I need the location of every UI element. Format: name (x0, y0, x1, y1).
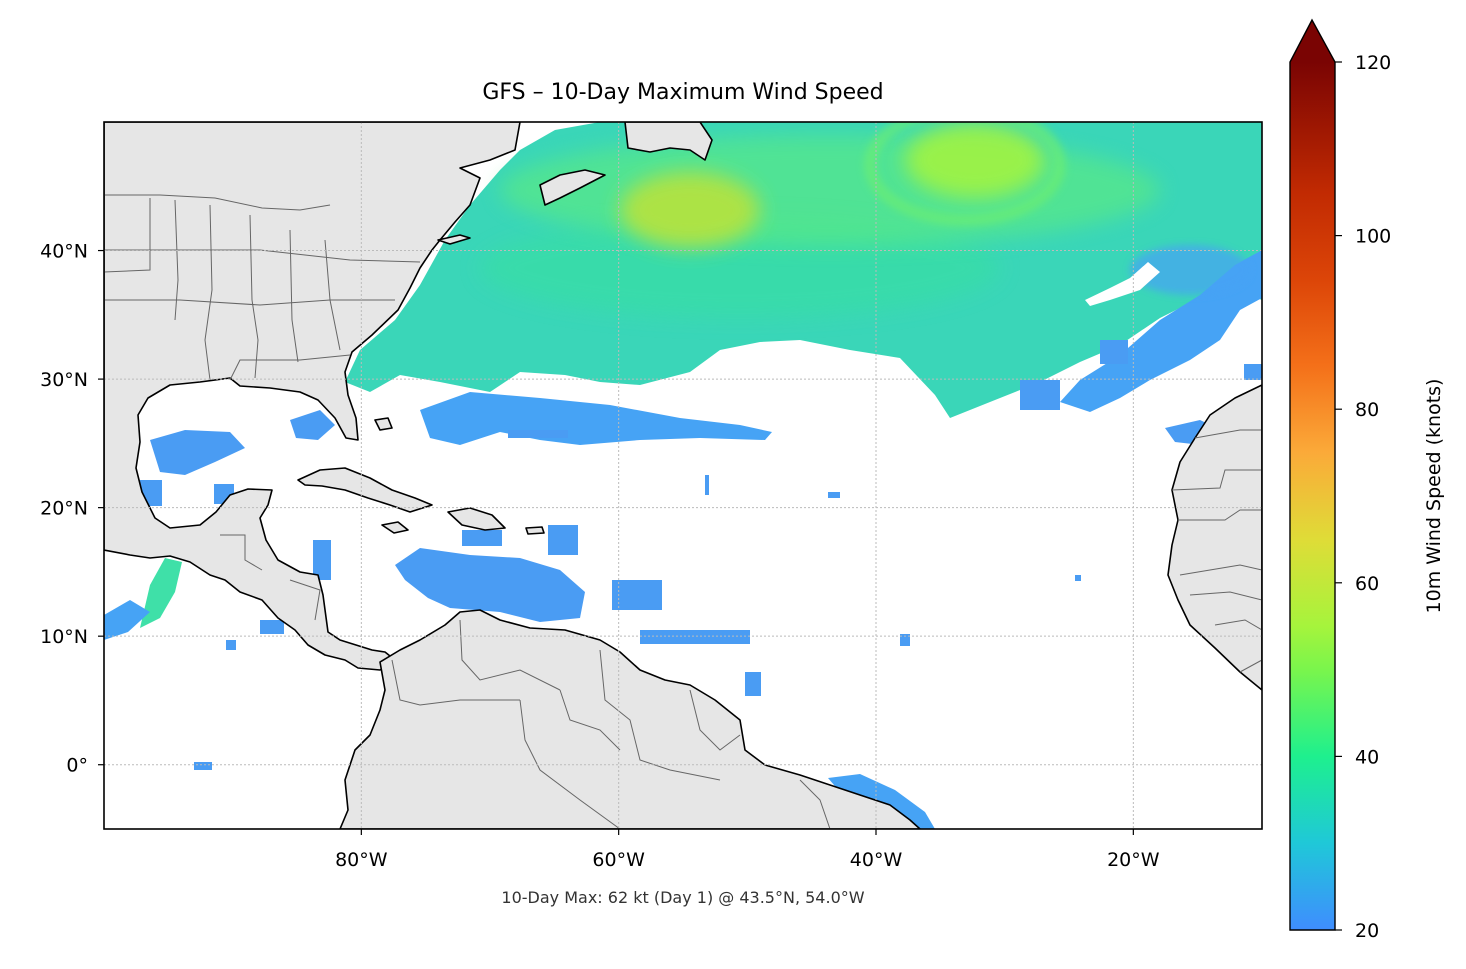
lat-axis: 40°N 30°N 20°N 10°N 0° (40, 241, 104, 777)
wind-field-tehuantepec (140, 558, 182, 628)
wind-field-gulf-se (290, 410, 335, 440)
lon-axis: 80°W 60°W 40°W 20°W (335, 829, 1160, 871)
colorbar-ticks: 20 40 60 80 100 120 (1335, 52, 1391, 942)
land-nova-scotia (539, 169, 606, 206)
colorbar-tick-label: 120 (1355, 52, 1391, 74)
lat-tick-label: 20°N (40, 498, 88, 520)
land-puerto-rico (525, 526, 545, 535)
map-title: GFS – 10-Day Maximum Wind Speed (482, 80, 883, 105)
wind-field-east-blue (1130, 245, 1250, 295)
grid-lines (104, 122, 1262, 829)
land-long-island (437, 234, 471, 245)
colorbar-tick-label: 100 (1355, 226, 1391, 248)
colorbar-tick-label: 60 (1355, 573, 1379, 595)
lon-tick-label: 20°W (1107, 849, 1160, 871)
map-frame (103, 121, 1263, 830)
lon-tick-label: 60°W (592, 849, 645, 871)
colorbar: 20 40 60 80 100 120 10m Wind Speed (knots) (1289, 18, 1445, 942)
land-newfoundland (624, 122, 713, 161)
map-panel (104, 122, 1262, 829)
land-africa (1167, 384, 1262, 691)
colorbar-label: 10m Wind Speed (knots) (1423, 379, 1445, 614)
lat-tick-label: 30°N (40, 369, 88, 391)
colorbar-outline (1289, 18, 1336, 931)
colorbar-gradient (1290, 62, 1335, 930)
colorbar-extend-arrow (1290, 20, 1335, 62)
wind-field-max-core (620, 172, 760, 248)
land-north-america (104, 122, 521, 671)
lat-tick-label: 40°N (40, 241, 88, 263)
land-jamaica (381, 521, 409, 534)
colorbar-tick-label: 40 (1355, 746, 1379, 768)
land-cuba (297, 467, 433, 513)
wind-field-gulf (150, 430, 245, 475)
lon-tick-label: 40°W (850, 849, 903, 871)
lon-tick-label: 80°W (335, 849, 388, 871)
country-borders (104, 194, 1262, 829)
colorbar-tick-label: 20 (1355, 920, 1379, 942)
map-footer-note: 10-Day Max: 62 kt (Day 1) @ 43.5°N, 54.0… (501, 888, 864, 907)
land-bahamas (374, 417, 393, 431)
wind-field-swirl (905, 122, 1045, 198)
wind-field-pacific (104, 600, 150, 640)
wind-field-clear-patch (1085, 262, 1160, 306)
lat-tick-label: 0° (66, 755, 88, 777)
colorbar-tick-label: 80 (1355, 399, 1379, 421)
wind-field-swirl-ring (864, 122, 1066, 226)
wind-field-caribbean (395, 548, 585, 622)
lat-tick-label: 10°N (40, 626, 88, 648)
